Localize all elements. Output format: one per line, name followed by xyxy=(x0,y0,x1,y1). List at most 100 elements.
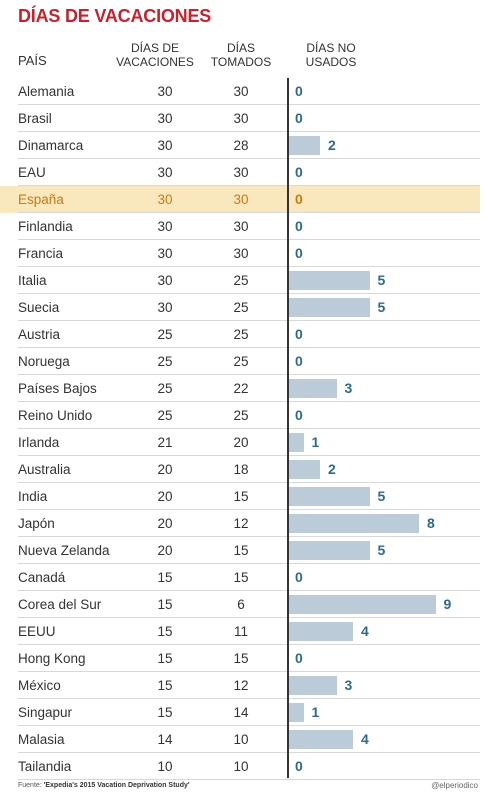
row-divider xyxy=(18,320,480,321)
row-divider xyxy=(18,266,480,267)
table-row: Alemania 30 30 0 xyxy=(0,78,490,105)
country-cell: Tailandia xyxy=(18,759,72,774)
vacation-days-cell: 20 xyxy=(157,462,173,477)
country-cell: Suecia xyxy=(18,300,60,315)
vacation-days-cell: 21 xyxy=(157,435,173,450)
table-row: Japón 20 12 8 xyxy=(0,510,490,537)
unused-days-label: 2 xyxy=(328,461,336,477)
vacation-days-cell: 30 xyxy=(157,219,173,234)
country-cell: Países Bajos xyxy=(18,381,97,396)
row-divider xyxy=(18,131,480,132)
vacation-days-cell: 25 xyxy=(157,327,173,342)
unused-days-bar xyxy=(287,595,436,614)
row-divider xyxy=(18,563,480,564)
table-row: India 20 15 5 xyxy=(0,483,490,510)
row-divider xyxy=(18,293,480,294)
table-row: Austria 25 25 0 xyxy=(0,321,490,348)
table-row: Brasil 30 30 0 xyxy=(0,105,490,132)
table-row: Países Bajos 25 22 3 xyxy=(0,375,490,402)
unused-days-label: 5 xyxy=(377,542,386,558)
country-cell: Finlandia xyxy=(18,219,73,234)
days-taken-cell: 28 xyxy=(233,138,249,153)
days-taken-cell: 15 xyxy=(233,570,249,585)
unused-days-bar xyxy=(287,541,370,560)
days-taken-cell: 10 xyxy=(233,732,249,747)
row-divider xyxy=(18,482,480,483)
country-cell: Italia xyxy=(18,273,47,288)
row-divider xyxy=(18,212,480,213)
vacation-days-cell: 25 xyxy=(157,408,173,423)
credit: @elperiodico xyxy=(431,781,478,790)
days-taken-cell: 15 xyxy=(233,489,249,504)
days-taken-cell: 30 xyxy=(233,219,249,234)
days-taken-cell: 30 xyxy=(233,111,249,126)
vacation-days-cell: 30 xyxy=(157,192,173,207)
vacation-days-cell: 15 xyxy=(157,705,173,720)
vacation-days-cell: 30 xyxy=(157,273,173,288)
unused-days-label: 3 xyxy=(344,677,353,693)
vacation-days-cell: 30 xyxy=(157,300,173,315)
country-cell: México xyxy=(18,678,61,693)
unused-days-bar xyxy=(287,703,304,722)
table-row: EAU 30 30 0 xyxy=(0,159,490,186)
country-cell: España xyxy=(18,192,64,207)
country-cell: EEUU xyxy=(18,624,56,639)
country-cell: Australia xyxy=(18,462,71,477)
unused-days-bar xyxy=(287,514,419,533)
days-taken-cell: 25 xyxy=(233,408,249,423)
country-cell: Nueva Zelanda xyxy=(18,543,110,558)
vacation-days-cell: 30 xyxy=(157,246,173,261)
source-text: 'Expedia's 2015 Vacation Deprivation Stu… xyxy=(43,782,190,789)
country-cell: Austria xyxy=(18,327,61,342)
country-cell: Francia xyxy=(18,246,64,261)
country-cell: Canadá xyxy=(18,570,66,585)
country-cell: Irlanda xyxy=(18,435,60,450)
table-row: Australia 20 18 2 xyxy=(0,456,490,483)
row-divider xyxy=(18,185,480,186)
unused-days-label: 0 xyxy=(295,245,303,261)
unused-days-label: 5 xyxy=(377,299,386,315)
vacation-days-cell: 15 xyxy=(157,651,173,666)
days-taken-cell: 25 xyxy=(233,300,249,315)
row-divider xyxy=(18,428,480,429)
vacation-days-cell: 25 xyxy=(157,354,173,369)
table-row: Tailandia 10 10 0 xyxy=(0,753,490,780)
country-cell: Alemania xyxy=(18,84,75,99)
unused-days-bar xyxy=(287,271,370,290)
unused-days-label: 4 xyxy=(361,623,369,639)
unused-days-label: 0 xyxy=(295,758,303,774)
row-divider xyxy=(18,509,480,510)
country-cell: Japón xyxy=(18,516,55,531)
row-divider xyxy=(18,590,480,591)
row-divider xyxy=(18,158,480,159)
days-taken-cell: 20 xyxy=(233,435,249,450)
days-taken-cell: 10 xyxy=(233,759,249,774)
column-header-country: PAÍS xyxy=(18,53,47,68)
unused-days-label: 4 xyxy=(361,731,369,747)
column-header-vacation-days: DÍAS DE VACACIONES xyxy=(116,41,194,69)
row-divider xyxy=(18,536,480,537)
vacation-days-cell: 15 xyxy=(157,624,173,639)
unused-days-label: 0 xyxy=(295,353,303,369)
row-divider xyxy=(18,698,480,699)
country-cell: Malasia xyxy=(18,732,65,747)
vacation-days-cell: 20 xyxy=(157,543,173,558)
table-row: Nueva Zelanda 20 15 5 xyxy=(0,537,490,564)
unused-days-bar xyxy=(287,676,337,695)
vacation-days-cell: 20 xyxy=(157,516,173,531)
vacation-days-cell: 15 xyxy=(157,597,173,612)
row-divider xyxy=(18,374,480,375)
row-divider xyxy=(18,104,480,105)
vacation-days-cell: 15 xyxy=(157,570,173,585)
vacation-days-cell: 30 xyxy=(157,84,173,99)
country-cell: Noruega xyxy=(18,354,70,369)
row-divider xyxy=(18,401,480,402)
table-row: Hong Kong 15 15 0 xyxy=(0,645,490,672)
days-taken-cell: 30 xyxy=(233,192,249,207)
unused-days-label: 1 xyxy=(311,434,320,450)
days-taken-cell: 30 xyxy=(233,246,249,261)
unused-days-bar xyxy=(287,379,337,398)
unused-days-bar xyxy=(287,487,370,506)
unused-days-bar xyxy=(287,298,370,317)
unused-days-label: 9 xyxy=(443,596,452,612)
